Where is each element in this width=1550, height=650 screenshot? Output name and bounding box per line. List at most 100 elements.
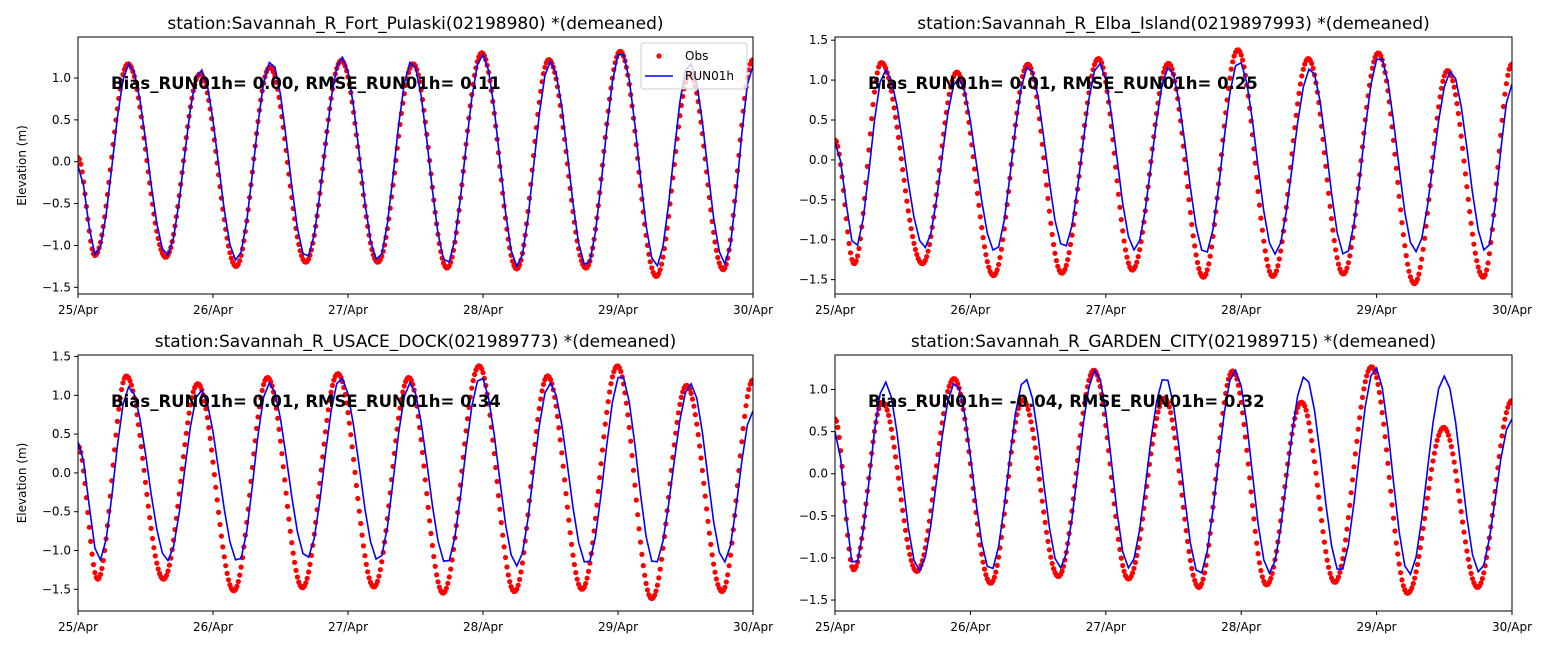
obs-point — [1245, 461, 1251, 467]
obs-point — [376, 573, 382, 579]
obs-point — [972, 166, 978, 172]
obs-point — [1044, 182, 1050, 188]
obs-point — [711, 229, 717, 235]
obs-point — [554, 413, 561, 419]
obs-point — [1194, 259, 1201, 266]
obs-point — [1170, 425, 1177, 431]
x-tick-label: 27/Apr — [328, 620, 368, 634]
obs-point — [100, 557, 106, 564]
legend-box — [640, 42, 748, 90]
obs-point — [1469, 576, 1476, 582]
obs-point — [1051, 241, 1057, 248]
obs-point — [1351, 464, 1357, 470]
obs-point — [639, 551, 645, 558]
obs-point — [421, 463, 427, 469]
obs-point — [1192, 577, 1198, 584]
obs-point — [998, 246, 1005, 252]
obs-point — [1390, 515, 1397, 521]
obs-point — [625, 412, 631, 418]
obs-point — [228, 255, 234, 261]
obs-point — [922, 257, 928, 264]
obs-point — [1468, 570, 1474, 577]
obs-point — [1242, 434, 1248, 440]
obs-point — [722, 265, 728, 271]
obs-point — [977, 214, 983, 220]
obs-point — [1330, 227, 1336, 233]
obs-point — [946, 383, 952, 389]
obs-point — [1117, 204, 1123, 210]
obs-point — [1423, 505, 1429, 511]
obs-point — [1448, 444, 1454, 450]
obs-point — [677, 401, 683, 407]
obs-point — [846, 240, 852, 247]
x-tick-label: 28/Apr — [1221, 620, 1261, 634]
obs-point — [1276, 256, 1282, 262]
obs-point — [1296, 90, 1302, 96]
obs-point — [853, 258, 859, 264]
obs-point — [598, 461, 604, 467]
obs-point — [275, 415, 281, 421]
obs-point — [704, 506, 710, 512]
obs-point — [1445, 432, 1452, 438]
obs-point — [644, 587, 651, 593]
y-tick-label: 1.0 — [52, 388, 71, 402]
obs-point — [647, 259, 653, 265]
obs-point — [1135, 254, 1141, 260]
obs-point — [1326, 564, 1332, 570]
obs-point — [1053, 258, 1059, 264]
chart-title: station:Savannah_R_USACE_DOCK(021989773)… — [155, 332, 676, 352]
obs-point — [560, 463, 566, 469]
obs-point — [630, 467, 637, 473]
obs-point — [1178, 480, 1184, 486]
obs-point — [329, 382, 336, 388]
obs-point — [602, 421, 608, 427]
obs-point — [307, 561, 313, 568]
obs-point — [187, 402, 194, 408]
obs-point — [1114, 178, 1120, 184]
obs-point — [1359, 394, 1366, 400]
obs-point — [626, 424, 632, 431]
obs-point — [92, 570, 98, 576]
obs-point — [401, 383, 407, 389]
obs-point — [1169, 417, 1175, 423]
obs-point — [694, 421, 700, 427]
obs-point — [225, 577, 232, 583]
obs-point — [379, 559, 385, 565]
obs-point — [116, 406, 122, 412]
obs-point — [1427, 476, 1433, 482]
obs-point — [1383, 447, 1390, 453]
obs-point — [1240, 410, 1246, 416]
obs-point — [1392, 151, 1398, 157]
obs-point — [1364, 373, 1370, 379]
obs-point — [149, 535, 156, 542]
obs-point — [1252, 160, 1258, 166]
obs-point — [910, 233, 916, 240]
obs-point — [463, 428, 469, 434]
obs-point — [539, 388, 545, 394]
obs-point — [1453, 92, 1459, 98]
obs-point — [946, 91, 952, 97]
x-tick-label: 25/Apr — [815, 620, 855, 634]
obs-point — [557, 437, 563, 443]
obs-point — [1055, 263, 1061, 269]
obs-point — [505, 572, 511, 578]
obs-point — [1509, 61, 1512, 67]
obs-point — [1035, 465, 1041, 471]
obs-point — [973, 178, 979, 184]
obs-point — [1237, 390, 1243, 396]
obs-point — [1238, 399, 1244, 405]
obs-point — [955, 381, 961, 387]
obs-point — [1311, 459, 1318, 465]
obs-point — [1505, 72, 1511, 78]
x-tick-label: 27/Apr — [1086, 620, 1126, 634]
obs-point — [1204, 267, 1210, 273]
obs-point — [351, 456, 357, 463]
obs-point — [1161, 69, 1167, 75]
obs-point — [643, 580, 649, 587]
obs-point — [304, 575, 310, 581]
y-axis-label: Elevation (m) — [15, 443, 29, 524]
obs-point — [113, 432, 119, 438]
obs-point — [659, 261, 665, 267]
x-tick-label: 26/Apr — [193, 303, 233, 317]
obs-point — [1376, 389, 1382, 396]
